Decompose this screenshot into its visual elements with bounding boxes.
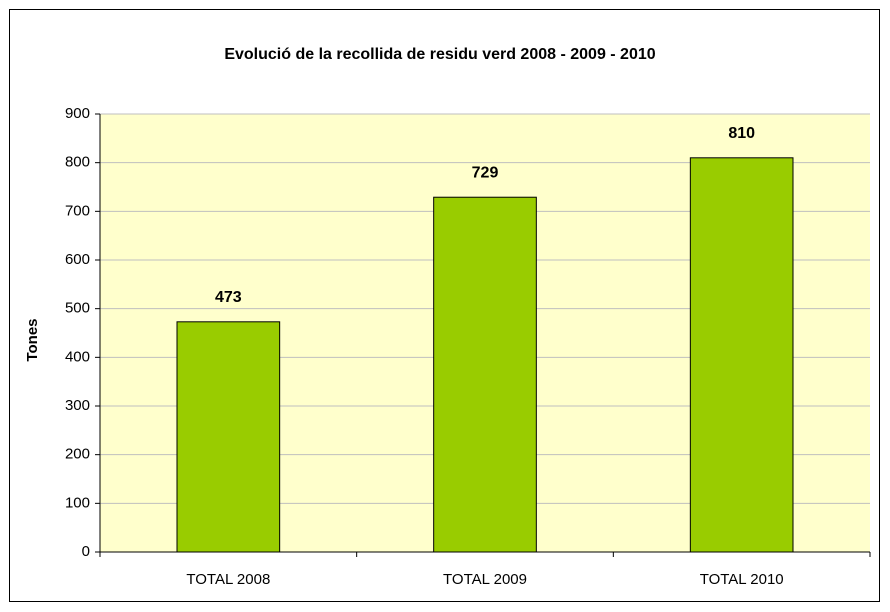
y-tick-label: 100: [65, 494, 90, 511]
data-label: 473: [215, 289, 242, 306]
y-tick-label: 200: [65, 446, 90, 463]
y-axis-label: Tones: [24, 318, 41, 361]
y-tick-label: 300: [65, 397, 90, 414]
data-label: 810: [728, 125, 755, 142]
x-tick-label: TOTAL 2009: [443, 571, 527, 588]
data-label: 729: [472, 164, 499, 181]
bar: [433, 196, 537, 553]
y-tick-label: 500: [65, 300, 90, 317]
chart-title: Evolució de la recollida de residu verd …: [224, 46, 655, 63]
y-tick-label: 600: [65, 251, 90, 268]
y-tick-label: 0: [82, 543, 90, 560]
y-tick-label: 900: [65, 105, 90, 122]
bar: [689, 157, 794, 553]
y-tick-label: 400: [65, 348, 90, 365]
x-tick-label: TOTAL 2008: [186, 571, 270, 588]
y-tick-label: 800: [65, 154, 90, 171]
bar: [176, 321, 281, 553]
y-tick-label: 700: [65, 202, 90, 219]
x-tick-label: TOTAL 2010: [700, 571, 784, 588]
